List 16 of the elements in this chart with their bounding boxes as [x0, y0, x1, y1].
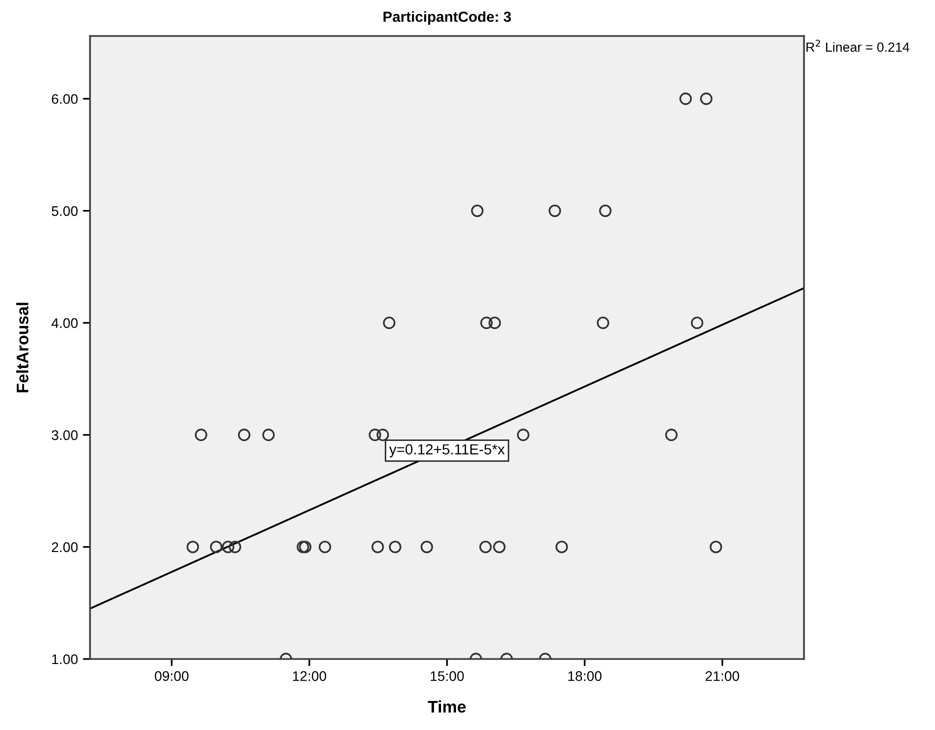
annotation: y=0.12+5.11E-5*x [389, 444, 505, 458]
y-axis-title: FeltArousal [16, 302, 28, 392]
chart-title: ParticipantCode: 3 [384, 11, 511, 25]
x-axis-title: Time [428, 700, 466, 713]
x-tick-label: 18:00 [568, 671, 602, 682]
x-tick-label: 15:00 [430, 671, 464, 682]
y-tick-label: 4.00 [51, 318, 78, 328]
y-tick-label: 2.00 [52, 542, 78, 552]
text: R$^{2}$ Linear = 0.214 [806, 40, 910, 52]
y-tick-label: 1.00 [52, 654, 78, 664]
y-tick-label: 6.00 [52, 94, 78, 104]
x-tick-label: 21:00 [706, 671, 740, 682]
y-tick-label: 3.00 [52, 430, 78, 440]
x-tick-label: 12:00 [293, 671, 326, 682]
y-tick-label: 5.00 [52, 206, 78, 216]
x-tick-label: 09:00 [154, 671, 189, 682]
